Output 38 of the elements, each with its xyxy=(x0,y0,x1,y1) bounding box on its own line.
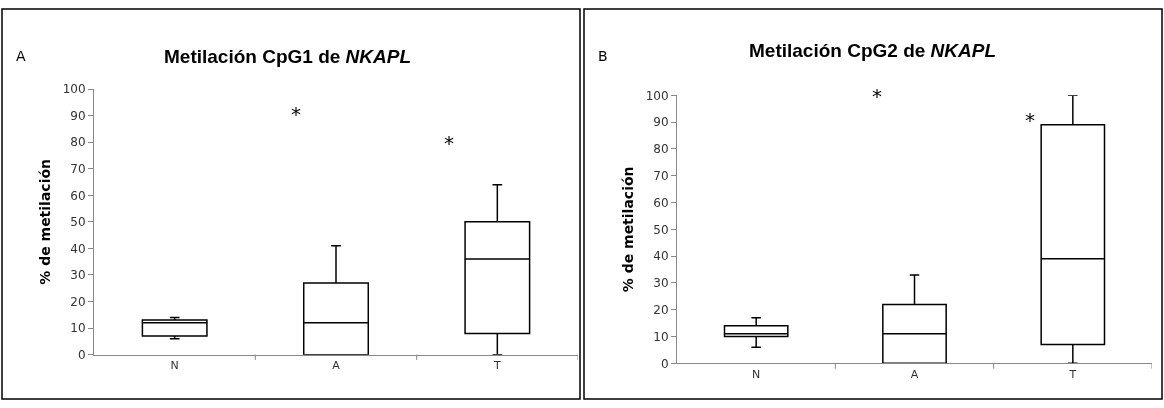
y-tick-label: 50 xyxy=(70,215,86,230)
x-tick-label: N xyxy=(752,367,761,381)
y-tick-label: 40 xyxy=(70,241,86,256)
y-tick-label: 70 xyxy=(653,168,669,183)
y-tick-label: 70 xyxy=(70,161,86,176)
y-tick-label: 50 xyxy=(653,222,669,237)
y-tick-label: 90 xyxy=(70,108,86,123)
annotation: * xyxy=(1025,108,1035,132)
annotation: * xyxy=(291,102,301,126)
y-tick-label: 0 xyxy=(77,347,86,362)
y-axis-title: % de metilación xyxy=(620,166,637,293)
y-tick-label: 80 xyxy=(70,135,86,150)
y-tick-label: 0 xyxy=(660,356,669,371)
y-tick-label: 100 xyxy=(62,82,86,97)
x-tick-label: A xyxy=(910,367,919,381)
y-tick-label: 30 xyxy=(653,276,669,291)
chart-title: Metilación CpG1 de NKAPL xyxy=(164,46,412,67)
y-tick-label: 10 xyxy=(653,329,669,344)
x-tick-label: A xyxy=(332,358,341,372)
y-tick-label: 100 xyxy=(645,88,669,103)
y-tick-label: 80 xyxy=(653,142,669,157)
x-tick-label: N xyxy=(170,358,179,372)
chart-title: Metilación CpG2 de NKAPL xyxy=(749,40,997,61)
y-tick-label: 60 xyxy=(70,188,86,203)
annotation: * xyxy=(444,131,454,155)
x-tick-label: T xyxy=(1068,367,1077,381)
y-axis-title: % de metilación xyxy=(37,158,54,285)
y-tick-label: 60 xyxy=(653,195,669,210)
text: A xyxy=(16,48,26,64)
annotation: * xyxy=(872,84,882,108)
y-tick-label: 20 xyxy=(653,302,669,317)
x-tick-label: T xyxy=(492,358,501,372)
text: B xyxy=(598,48,608,64)
y-tick-label: 30 xyxy=(70,268,86,283)
y-tick-label: 20 xyxy=(70,294,86,309)
y-tick-label: 90 xyxy=(653,115,669,130)
y-tick-label: 40 xyxy=(653,249,669,264)
y-tick-label: 10 xyxy=(70,321,86,336)
